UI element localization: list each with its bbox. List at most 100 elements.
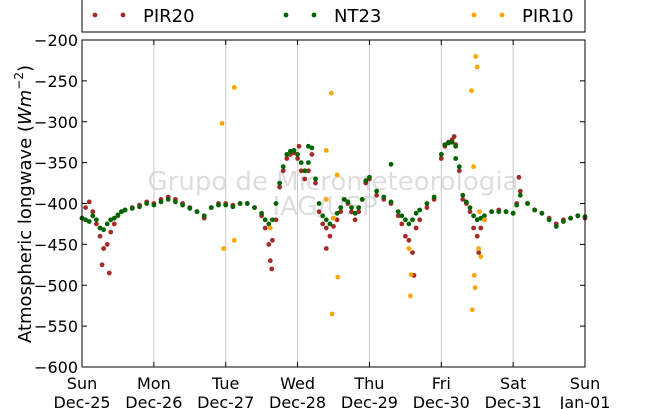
point-pir10-14 [408, 272, 414, 277]
point-pir20-37 [277, 184, 282, 190]
point-pir20-49 [320, 221, 326, 227]
point-pir20-84 [471, 225, 476, 231]
point-nt23-104 [306, 143, 311, 149]
point-nt23-97 [553, 224, 559, 229]
y-axis: −600 −550 −500 −450 −400 −350 −300 −250 −200 [34, 31, 585, 377]
point-pir10-7 [331, 215, 336, 221]
point-pir20-46 [309, 152, 315, 157]
point-pir10-24 [482, 217, 487, 223]
point-nt23-100 [575, 213, 581, 219]
data-points [79, 54, 588, 317]
point-nt23-52 [334, 210, 340, 216]
point-nt23-95 [539, 210, 545, 216]
point-pir10-11 [323, 197, 329, 202]
point-pir10-6 [328, 90, 334, 96]
point-pir20-43 [298, 168, 304, 174]
point-pir20-81 [460, 197, 466, 202]
point-nt23-89 [503, 209, 509, 215]
point-nt23-8 [108, 217, 114, 223]
point-nt23-87 [489, 209, 494, 215]
point-pir20-109 [296, 143, 302, 149]
y-tick-label-4: −400 [34, 195, 78, 214]
point-pir20-51 [327, 233, 333, 239]
point-nt23-39 [288, 148, 293, 154]
point-nt23-29 [244, 201, 250, 206]
point-pir20-3 [90, 209, 96, 215]
point-nt23-57 [352, 210, 358, 216]
point-nt23-9 [111, 215, 117, 221]
legend-marker [499, 12, 505, 18]
point-nt23-37 [280, 164, 286, 170]
point-pir20-4 [94, 221, 99, 227]
point-nt23-70 [413, 210, 419, 216]
point-nt23-99 [568, 215, 573, 221]
x-tick-date-0: Dec-25 [53, 393, 110, 409]
point-nt23-46 [313, 176, 318, 182]
point-pir20-63 [374, 192, 379, 198]
point-pir20-85 [474, 233, 480, 239]
point-nt23-24 [208, 205, 214, 211]
x-tick-day-2: Tue [211, 374, 239, 393]
x-tick-date-4: Dec-29 [341, 393, 398, 409]
point-nt23-19 [173, 199, 178, 205]
point-pir20-33 [266, 242, 272, 247]
x-axis: SunDec-25MonDec-26TueDec-27WedDec-28ThuD… [53, 40, 610, 409]
series-pir10 [219, 54, 487, 317]
point-nt23-4 [94, 217, 99, 223]
point-nt23-2 [86, 219, 92, 224]
point-nt23-80 [460, 192, 466, 198]
point-pir10-5 [323, 148, 329, 153]
point-nt23-93 [525, 201, 530, 206]
point-pir20-83 [467, 209, 473, 215]
point-pir20-2 [86, 199, 92, 205]
point-nt23-64 [388, 199, 394, 205]
x-tick-day-7: Sun [570, 374, 600, 393]
point-nt23-53 [338, 205, 344, 211]
point-nt23-73 [431, 194, 437, 200]
point-nt23-20 [180, 202, 186, 208]
point-pir20-73 [424, 205, 430, 211]
point-nt23-43 [302, 168, 308, 174]
point-pir20-9 [111, 221, 117, 227]
grid-lines [153, 40, 514, 367]
watermark-line-1: Grupo de Micrometeorologia [148, 167, 519, 197]
point-pir20-8 [108, 229, 114, 235]
point-nt23-6 [101, 227, 106, 233]
point-nt23-41 [295, 152, 300, 157]
x-tick-date-1: Dec-26 [125, 393, 182, 409]
point-nt23-56 [349, 205, 354, 211]
point-nt23-26 [223, 202, 229, 208]
point-pir20-69 [406, 237, 412, 243]
point-pir20-47 [313, 180, 318, 186]
x-tick-date-5: Dec-30 [413, 393, 470, 409]
point-pir20-93 [517, 188, 523, 194]
point-pir10-21 [469, 307, 475, 313]
point-pir20-45 [306, 168, 311, 174]
point-nt23-34 [270, 217, 275, 223]
point-nt23-65 [395, 209, 401, 215]
point-nt23-68 [406, 221, 412, 227]
point-nt23-60 [363, 178, 369, 184]
point-pir20-108 [476, 250, 482, 256]
point-nt23-28 [237, 201, 243, 206]
point-nt23-11 [119, 209, 124, 215]
point-nt23-102 [388, 161, 394, 167]
point-nt23-62 [374, 188, 379, 194]
point-pir20-106 [323, 246, 329, 251]
point-nt23-15 [144, 201, 150, 206]
point-nt23-91 [514, 202, 520, 208]
point-nt23-75 [442, 142, 448, 148]
point-pir20-66 [395, 213, 401, 219]
legend-entry-nt23: NT23 [283, 6, 381, 27]
point-nt23-21 [187, 206, 193, 211]
point-pir20-7 [104, 242, 110, 247]
point-nt23-31 [259, 210, 264, 216]
point-pir20-57 [349, 209, 354, 215]
point-pir20-50 [323, 225, 329, 231]
point-nt23-17 [158, 199, 164, 205]
point-pir20-38 [280, 168, 286, 174]
point-nt23-5 [97, 225, 103, 231]
legend-marker [471, 12, 477, 18]
x-tick-date-6: Dec-31 [485, 393, 542, 409]
legend-label: PIR10 [522, 6, 574, 27]
